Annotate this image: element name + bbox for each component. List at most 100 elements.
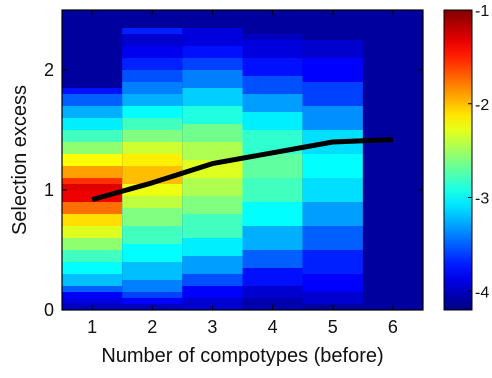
x-tick-label: 5 [328, 317, 338, 337]
x-tick-label: 2 [147, 317, 157, 337]
heatmap-cell [302, 274, 363, 292]
x-tick-label: 3 [207, 317, 217, 337]
heatmap-cell [62, 184, 123, 190]
y-tick-label: 2 [44, 60, 54, 80]
plot-frame [61, 9, 424, 311]
heatmap-cell [122, 130, 183, 142]
heatmap-cell [62, 154, 123, 166]
heatmap-cell [242, 226, 303, 250]
heatmap-cell [122, 196, 183, 208]
heatmap-cell [62, 262, 123, 274]
heatmap-cell [242, 298, 303, 310]
heatmap-cell [62, 166, 123, 178]
heatmap-cell [182, 106, 243, 124]
heatmap-cell [242, 34, 303, 40]
heatmap-cell [242, 76, 303, 94]
heatmap-cell [242, 112, 303, 130]
heatmap-cell [122, 262, 183, 280]
heatmap-cell [182, 46, 243, 58]
colorbar: -1 -2 -3 -4 [443, 3, 489, 311]
heatmap-cell [62, 274, 123, 286]
heatmap [62, 10, 423, 310]
heatmap-cell [182, 58, 243, 70]
heatmap-cell [62, 286, 123, 292]
colorbar-tick-label: -1 [475, 3, 489, 20]
y-axis: 0 1 2 [44, 60, 423, 320]
line-series-layer [91, 137, 394, 203]
heatmap-cell [242, 268, 303, 286]
heatmap-cell [62, 118, 123, 130]
heatmap-cell [182, 88, 243, 106]
heatmap-cell [302, 58, 363, 82]
heatmap-cell [182, 286, 243, 298]
heatmap-cell [62, 88, 123, 94]
heatmap-cell [242, 202, 303, 226]
heatmap-cell [182, 124, 243, 142]
y-tick-label: 1 [44, 180, 54, 200]
heatmap-cell [122, 208, 183, 226]
heatmap-cell [62, 214, 123, 226]
heatmap-cell [182, 238, 243, 256]
heatmap-cell [182, 160, 243, 178]
heatmap-cell [62, 250, 123, 262]
heatmap-cell [182, 274, 243, 286]
heatmap-cell [182, 28, 243, 46]
colorbar-tick-label: -3 [475, 191, 489, 208]
heatmap-cell [302, 178, 363, 202]
heatmap-cell [122, 280, 183, 292]
heatmap-cell [242, 286, 303, 298]
heatmap-cell [62, 292, 123, 298]
heatmap-cell [242, 250, 303, 268]
heatmap-cell [62, 238, 123, 250]
heatmap-cell [122, 46, 183, 58]
heatmap-cell [122, 28, 183, 34]
heatmap-cell [122, 154, 183, 166]
y-axis-label: Selection excess [9, 85, 31, 235]
x-axis-label: Number of compotypes (before) [101, 345, 383, 367]
heatmap-cell [242, 58, 303, 76]
heatmap-cell [62, 298, 123, 304]
colorbar-tick-label: -4 [475, 284, 489, 301]
x-tick-label: 6 [388, 317, 398, 337]
heatmap-cell [122, 298, 183, 304]
heatmap-cell [302, 226, 363, 250]
heatmap-cell [122, 58, 183, 70]
heatmap-cell [62, 142, 123, 154]
heatmap-cell [302, 40, 363, 58]
heatmap-cell [302, 154, 363, 178]
heatmap-cell [122, 244, 183, 262]
heatmap-cell [122, 94, 183, 106]
heatmap-cell [302, 202, 363, 226]
heatmap-cell [242, 178, 303, 202]
heatmap-cell [182, 196, 243, 214]
heatmap-cell [182, 142, 243, 160]
heatmap-cell [302, 292, 363, 304]
colorbar-tick-label: -2 [475, 97, 489, 114]
x-tick-label: 1 [87, 317, 97, 337]
heatmap-cell [122, 70, 183, 82]
heatmap-cell [122, 82, 183, 94]
heatmap-cell [182, 298, 243, 310]
heatmap-cell [122, 106, 183, 118]
heatmap-cell [242, 40, 303, 58]
heatmap-cell [122, 118, 183, 130]
heatmap-cell [242, 94, 303, 112]
heatmap-cell [122, 142, 183, 154]
heatmap-cell [62, 106, 123, 118]
heatmap-cell [182, 256, 243, 274]
heatmap-cell [122, 34, 183, 46]
heatmap-cell [302, 82, 363, 106]
heatmap-cell [302, 250, 363, 274]
heatmap-cell [302, 106, 363, 130]
y-tick-label: 0 [44, 300, 54, 320]
heatmap-cell [62, 130, 123, 142]
heatmap-cell [62, 202, 123, 214]
heatmap-cell [62, 226, 123, 238]
x-tick-label: 4 [268, 317, 278, 337]
heatmap-cell [182, 70, 243, 88]
heatmap-cell [182, 214, 243, 238]
colorbar-gradient [443, 9, 473, 311]
x-axis: 1 2 3 4 5 6 [87, 10, 398, 337]
